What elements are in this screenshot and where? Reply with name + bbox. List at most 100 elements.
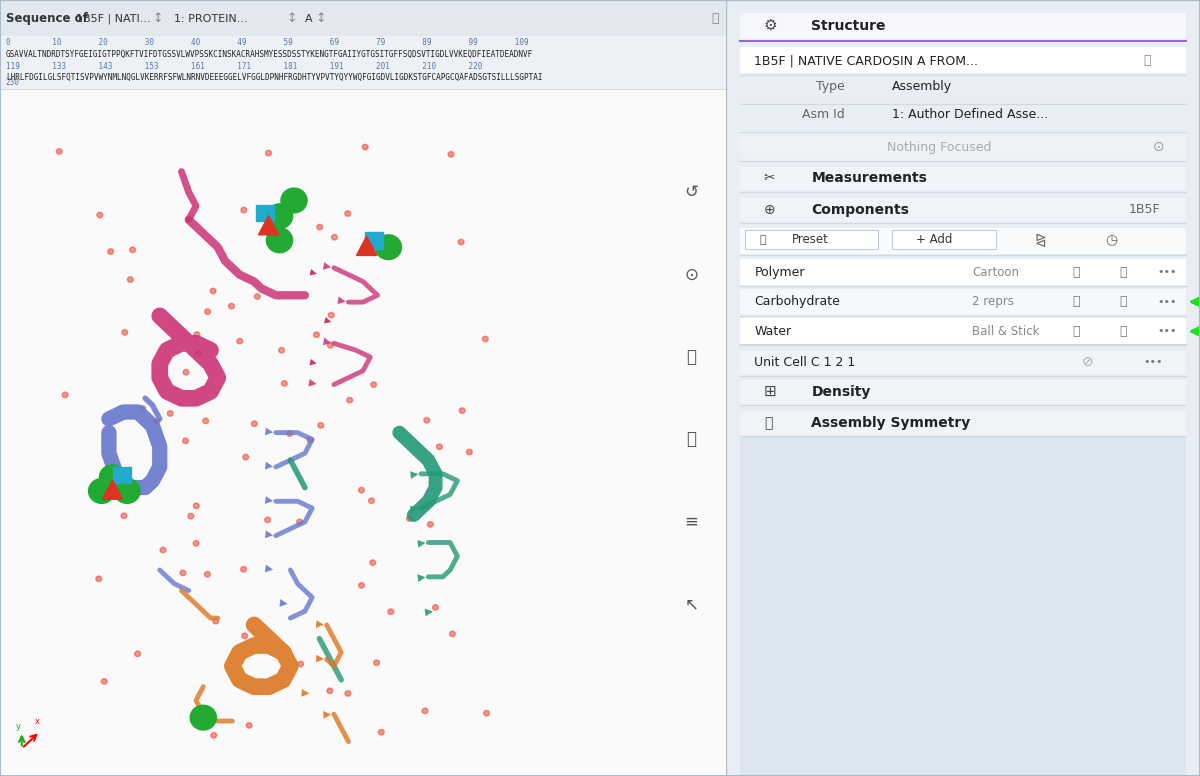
Circle shape [266, 228, 293, 253]
Circle shape [318, 423, 324, 428]
Bar [740, 380, 1186, 404]
Text: Unit Cell C 1 2 1: Unit Cell C 1 2 1 [755, 356, 856, 369]
Text: 1: Author Defined Asse...: 1: Author Defined Asse... [892, 109, 1048, 121]
Circle shape [460, 408, 466, 414]
Text: 🗑: 🗑 [1120, 325, 1127, 338]
Circle shape [96, 576, 102, 581]
Circle shape [484, 711, 490, 716]
Circle shape [359, 487, 365, 493]
Text: Carbohydrate: Carbohydrate [755, 296, 840, 308]
Bar [365, 232, 383, 248]
Polygon shape [258, 216, 278, 235]
Circle shape [422, 708, 428, 714]
FancyArrowPatch shape [307, 471, 419, 487]
Text: Nothing Focused: Nothing Focused [887, 141, 991, 154]
Circle shape [307, 437, 313, 442]
Circle shape [448, 151, 454, 157]
Text: 1B5F: 1B5F [1129, 203, 1160, 216]
Circle shape [182, 438, 188, 444]
Circle shape [134, 651, 140, 656]
Circle shape [328, 342, 334, 348]
FancyArrowPatch shape [221, 324, 331, 345]
Circle shape [424, 417, 430, 423]
FancyArrowPatch shape [162, 488, 274, 504]
FancyArrowPatch shape [330, 608, 433, 625]
Circle shape [482, 336, 488, 341]
Bar [740, 228, 1186, 254]
Circle shape [296, 519, 302, 525]
FancyArrowPatch shape [235, 282, 346, 304]
Bar [0, 0, 726, 36]
Text: ⊕: ⊕ [764, 203, 775, 217]
Text: 1B5F | NATIVE CARDOSIN A FROM...: 1B5F | NATIVE CARDOSIN A FROM... [755, 54, 978, 67]
Circle shape [188, 514, 193, 519]
Circle shape [101, 679, 107, 684]
FancyArrowPatch shape [162, 419, 274, 435]
Text: Assembly: Assembly [892, 81, 952, 93]
Text: ↕: ↕ [152, 12, 163, 26]
Text: Type: Type [816, 81, 845, 93]
Bar [740, 351, 1186, 374]
Circle shape [241, 633, 247, 639]
Circle shape [326, 688, 332, 694]
Text: 🧩: 🧩 [764, 416, 773, 430]
Text: 230: 230 [6, 78, 19, 88]
Text: ⚙: ⚙ [764, 18, 778, 33]
Text: y: y [16, 722, 20, 731]
Circle shape [108, 249, 114, 255]
Bar [740, 436, 1186, 776]
Circle shape [378, 729, 384, 735]
Circle shape [193, 541, 199, 546]
Circle shape [254, 294, 260, 300]
FancyArrowPatch shape [206, 687, 310, 697]
Text: 🔖: 🔖 [1144, 54, 1151, 67]
Circle shape [241, 566, 246, 572]
Bar [740, 167, 1186, 190]
Text: 🗑: 🗑 [1120, 296, 1127, 308]
Circle shape [265, 151, 271, 156]
Text: ⓘ: ⓘ [712, 12, 719, 26]
Circle shape [194, 332, 200, 338]
Circle shape [62, 392, 68, 397]
Circle shape [184, 369, 188, 375]
FancyArrowPatch shape [192, 591, 288, 607]
Text: 👁: 👁 [1072, 266, 1080, 279]
Circle shape [122, 330, 127, 335]
Bar [740, 318, 1186, 344]
Circle shape [121, 513, 127, 518]
Polygon shape [356, 236, 377, 255]
Circle shape [236, 338, 242, 344]
Text: 👁: 👁 [1072, 325, 1080, 338]
Text: ↕: ↕ [287, 12, 298, 26]
Circle shape [203, 418, 209, 424]
Text: 1: PROTEIN...: 1: PROTEIN... [174, 14, 248, 24]
Text: ⊙: ⊙ [1152, 140, 1164, 154]
Circle shape [89, 479, 115, 504]
Circle shape [467, 449, 473, 455]
Circle shape [370, 560, 376, 566]
Bar [257, 205, 274, 221]
Circle shape [205, 309, 210, 314]
Text: 2 reprs: 2 reprs [972, 296, 1014, 308]
Text: ⊞: ⊞ [764, 384, 776, 400]
FancyArrowPatch shape [221, 653, 324, 663]
Text: A: A [305, 14, 312, 24]
Circle shape [191, 705, 216, 730]
Circle shape [95, 491, 101, 497]
Circle shape [130, 247, 136, 252]
Circle shape [368, 498, 374, 504]
Text: 1B5F | NATI...: 1B5F | NATI... [77, 13, 151, 24]
Text: Ball & Stick: Ball & Stick [972, 325, 1040, 338]
Circle shape [344, 211, 350, 217]
Circle shape [359, 583, 365, 588]
Text: Preset: Preset [792, 234, 829, 246]
Text: Density: Density [811, 385, 871, 399]
Bar [113, 467, 131, 483]
Bar [892, 230, 996, 249]
Text: x: x [35, 718, 40, 726]
Text: Components: Components [811, 203, 910, 217]
Circle shape [127, 277, 133, 282]
FancyArrowPatch shape [221, 248, 317, 275]
Text: Water: Water [755, 325, 792, 338]
Circle shape [241, 207, 247, 213]
